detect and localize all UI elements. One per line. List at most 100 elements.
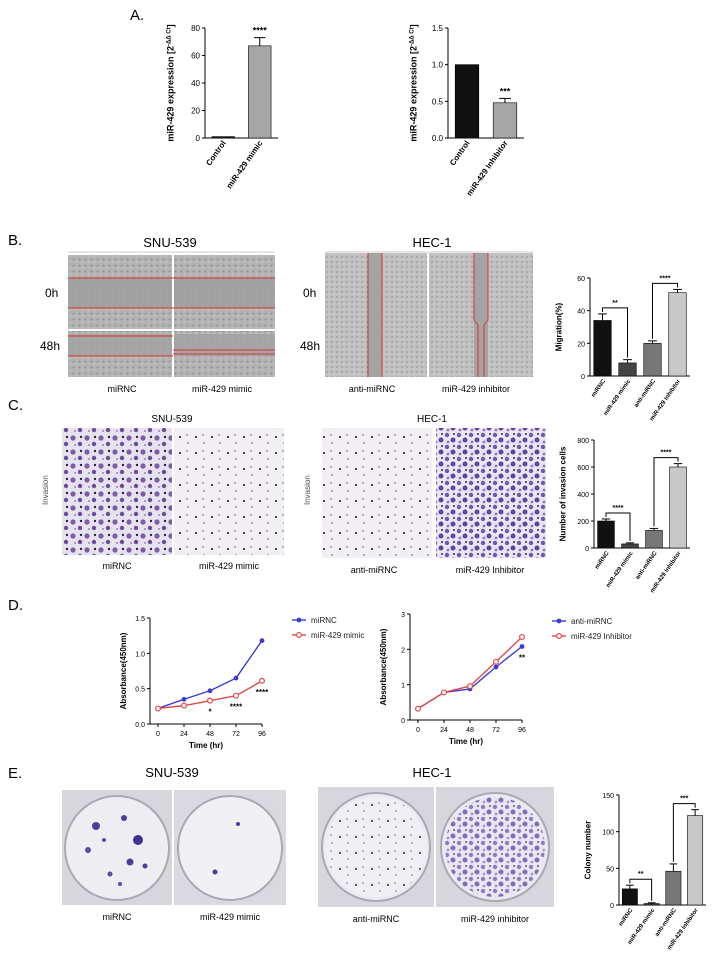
- a1-sig-1: ****: [253, 26, 268, 36]
- e-caption-mimic: miR-429 mimic: [200, 912, 261, 922]
- d1-point-1-2: [207, 697, 214, 704]
- d1-point-0-1: [181, 696, 187, 702]
- c-right-invasion-images: [322, 428, 546, 558]
- a1-xtick-label-0: Control: [204, 139, 228, 167]
- c3-ytick-label: 0: [585, 546, 589, 553]
- d2-point-1-4: [518, 633, 525, 640]
- d1-point-0-2: [207, 688, 213, 694]
- b-caption-mirnc: miRNC: [108, 384, 137, 394]
- a2-bar-1: [492, 102, 518, 139]
- d1-sig-2: ****: [256, 688, 269, 697]
- c3-bar-3: [669, 466, 687, 549]
- e3-ytick-label: 100: [602, 830, 614, 837]
- d2-xlabel: Time (hr): [449, 737, 483, 746]
- panel-label-c: C.: [8, 397, 23, 414]
- b3-ytick-label: 0: [581, 374, 585, 381]
- d2-point-1-1: [441, 689, 448, 696]
- e-left-title: SNU-539: [145, 765, 198, 780]
- d1-xtick-label: 96: [258, 731, 266, 738]
- chart-d1-growth-mimic: 0.0 0.5 1.0 1.5 0 24 48 72 96 Time (hr) Absorbance…: [119, 616, 364, 750]
- panel-label-e: E.: [8, 765, 22, 782]
- a2-xtick-label-0: Control: [448, 139, 472, 167]
- a2-ytick-label: 0.5: [432, 97, 444, 106]
- c3-bracket-label-1: ****: [661, 450, 672, 457]
- d2-ytick-label: 0: [401, 718, 405, 725]
- e3-bar-2: [665, 870, 682, 906]
- c-side-label-left: Invasion: [41, 475, 50, 505]
- d2-xtick-label: 24: [440, 727, 448, 734]
- d1-sig-1: ****: [230, 703, 243, 712]
- a1-ytick-label: 40: [191, 79, 200, 88]
- b3-bar-1: [618, 362, 637, 377]
- b-right-row-label-0h: 0h: [303, 286, 316, 300]
- d1-ytick-label: 1.0: [135, 651, 145, 658]
- b3-bracket-0: [602, 307, 628, 358]
- e3-xtick-label-2: anti-miRNC: [654, 907, 678, 938]
- c-left-title: SNU-539: [151, 414, 193, 425]
- c-right-title: HEC-1: [417, 414, 447, 425]
- b3-bar-2: [643, 343, 662, 377]
- panel-label-d: D.: [8, 597, 23, 614]
- e-caption-anti-mirnc: anti-miRNC: [353, 914, 400, 924]
- c-left-invasion-images: [62, 428, 284, 555]
- e-caption-mirnc: miRNC: [103, 912, 132, 922]
- b3-bracket-label-0: **: [612, 300, 618, 307]
- d1-xtick-label: 24: [180, 731, 188, 738]
- c-caption-inhibitor: miR-429 Inhibitor: [456, 565, 525, 575]
- b-caption-mimic: miR-429 mimic: [192, 384, 253, 394]
- e3-xtick-label-0: miRNC: [618, 907, 635, 927]
- d1-point-0-4: [259, 638, 265, 644]
- d1-xlabel: Time (hr): [189, 741, 223, 750]
- c3-bracket-label-0: ****: [613, 505, 624, 512]
- d1-series-line-1: [157, 680, 263, 710]
- d2-legend-marker-1: [555, 632, 562, 639]
- d1-legend-marker-0: [296, 617, 302, 623]
- panel-label-a: A.: [130, 7, 144, 24]
- d2-xtick-label: 0: [416, 727, 420, 734]
- c3-ylabel: Number of invasion cells: [559, 446, 568, 541]
- a2-sig-1: ***: [500, 86, 511, 96]
- d2-ytick-label: 2: [401, 647, 405, 654]
- d2-point-0-4: [519, 644, 525, 649]
- d1-point-1-4: [259, 677, 266, 684]
- e3-ytick-label: 50: [606, 866, 614, 873]
- a2-xtick-label-1: miR-429 Inhibitor: [465, 139, 510, 198]
- d1-ytick-label: 0.0: [135, 722, 145, 729]
- d2-xtick-label: 96: [518, 727, 526, 734]
- d1-ylabel: Absorbance(450nm): [119, 632, 128, 709]
- d1-xtick-label: 0: [156, 731, 160, 738]
- chart-d2-growth-inhibitor: 0 1 2 3 0 24 48 72 96 Time (hr) Absorbance(450nm) a…: [379, 612, 632, 746]
- d2-point-1-3: [493, 658, 500, 665]
- d2-point-1-0: [415, 705, 422, 712]
- d1-legend-label-1: miR-429 mimic: [311, 631, 364, 640]
- d2-sig-0: **: [519, 654, 526, 663]
- d2-ytick-label: 3: [401, 612, 405, 619]
- b-left-wound-images: [68, 255, 275, 377]
- c3-bracket-0: [605, 512, 631, 541]
- d2-legend-label-1: miR-429 Inhibitor: [571, 632, 632, 641]
- e-caption-inhibitor: miR-429 inhibitor: [461, 914, 529, 924]
- b3-ytick-label: 20: [577, 341, 585, 348]
- d1-legend-label-0: miRNC: [311, 616, 337, 625]
- d2-point-1-2: [467, 683, 474, 690]
- b3-bracket-1: [652, 282, 678, 339]
- a1-xtick-label-1: miR-429 mimic: [225, 139, 265, 191]
- a2-ytick-label: 0.0: [432, 134, 444, 143]
- d1-point-1-0: [155, 705, 162, 712]
- d2-ytick-label: 1: [401, 683, 405, 690]
- b-left-title: SNU-539: [143, 235, 196, 250]
- a2-ytick-label: 1.5: [432, 24, 444, 33]
- e-right-colony-images: [318, 787, 554, 907]
- d1-point-1-3: [233, 692, 240, 699]
- panel-label-b: B.: [8, 232, 22, 249]
- a2-bar-0: [454, 64, 480, 139]
- b3-ytick-label: 60: [577, 276, 585, 283]
- c-caption-mirnc: miRNC: [103, 561, 132, 571]
- c-caption-anti-mirnc: anti-miRNC: [351, 565, 398, 575]
- e3-bracket-label-1: ***: [680, 796, 688, 803]
- c-side-label-right: Invasion: [303, 475, 312, 505]
- d2-xtick-label: 48: [466, 727, 474, 734]
- a1-ytick-label: 20: [191, 107, 200, 116]
- e3-bracket-0: [629, 878, 653, 901]
